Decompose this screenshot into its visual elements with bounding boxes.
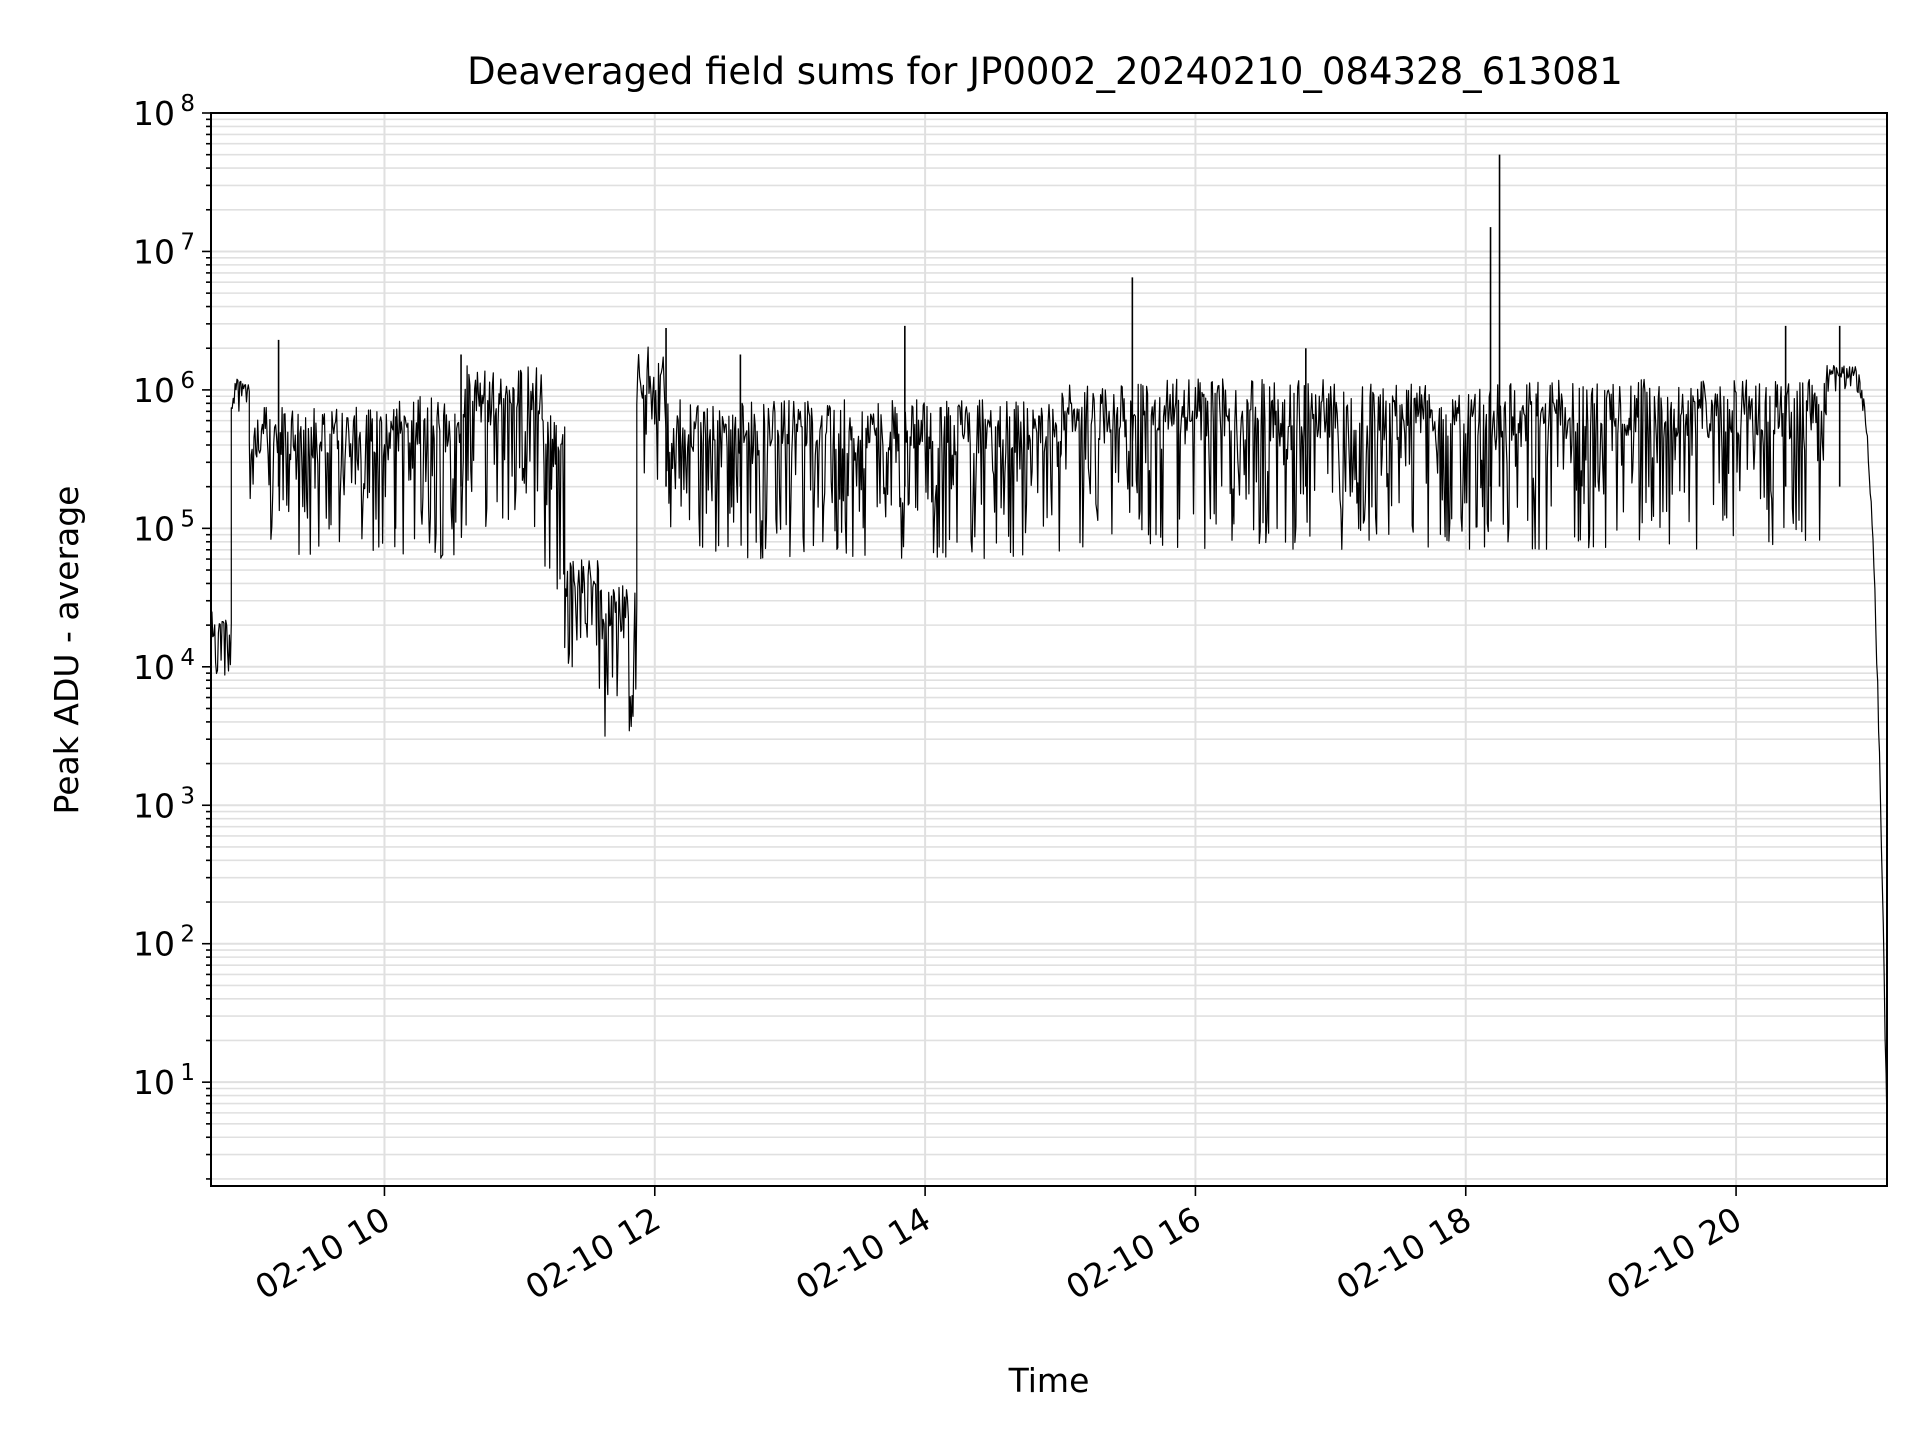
y-tick-label: 10 bbox=[133, 94, 175, 133]
y-tick-base: 10 bbox=[133, 232, 175, 271]
y-tick-base: 10 bbox=[133, 94, 175, 133]
grid bbox=[211, 112, 1887, 1186]
y-tick-exponent: 5 bbox=[180, 506, 195, 532]
y-tick-label: 10 bbox=[133, 786, 175, 825]
x-tick-label: 02-10 20 bbox=[1600, 1199, 1748, 1307]
x-tick-label: 02-10 16 bbox=[1059, 1199, 1207, 1307]
x-axis: 02-10 10 02-10 12 02-10 14 02-10 16 02-10 18… bbox=[248, 1186, 1748, 1307]
y-tick-exponent: 1 bbox=[180, 1060, 195, 1086]
y-tick-base: 10 bbox=[133, 648, 175, 687]
y-tick-label: 10 bbox=[133, 1063, 175, 1102]
y-axis-label: Peak ADU - average bbox=[47, 486, 86, 815]
y-tick-exponent: 3 bbox=[180, 783, 195, 809]
y-tick-label: 10 bbox=[133, 648, 175, 687]
y-tick-label: 10 bbox=[133, 925, 175, 964]
plot-frame bbox=[210, 112, 1888, 1187]
y-tick-base: 10 bbox=[133, 786, 175, 825]
y-tick-exponent: 7 bbox=[180, 229, 195, 255]
x-tick-label: 02-10 10 bbox=[248, 1199, 396, 1307]
y-tick-label: 10 bbox=[133, 232, 175, 271]
y-tick-exponent: 2 bbox=[180, 922, 195, 948]
data-line bbox=[210, 154, 1888, 1128]
y-tick-base: 10 bbox=[133, 1063, 175, 1102]
x-tick-label: 02-10 12 bbox=[519, 1199, 667, 1307]
y-tick-label: 10 bbox=[133, 509, 175, 548]
chart-title: Deaveraged field sums for JP0002_2024021… bbox=[467, 50, 1623, 93]
y-tick-base: 10 bbox=[133, 371, 175, 410]
x-tick-label: 02-10 18 bbox=[1330, 1199, 1478, 1307]
y-tick-exponent: 8 bbox=[180, 91, 195, 117]
x-axis-label: Time bbox=[1008, 1361, 1090, 1400]
y-tick-base: 10 bbox=[133, 925, 175, 964]
x-tick-label: 02-10 14 bbox=[789, 1199, 937, 1307]
series-line bbox=[210, 346, 1888, 1128]
y-tick-exponent: 4 bbox=[180, 645, 195, 671]
y-tick-exponent: 6 bbox=[180, 368, 195, 394]
y-tick-base: 10 bbox=[133, 509, 175, 548]
y-tick-label: 10 bbox=[133, 371, 175, 410]
